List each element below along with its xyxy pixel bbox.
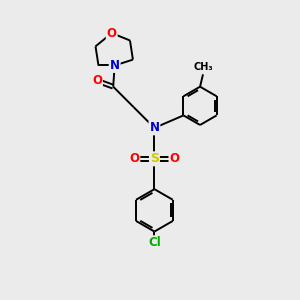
Text: CH₃: CH₃ bbox=[193, 62, 213, 72]
Text: Cl: Cl bbox=[148, 236, 161, 249]
Text: O: O bbox=[107, 27, 117, 40]
Text: O: O bbox=[129, 152, 140, 165]
Text: S: S bbox=[150, 152, 159, 165]
Text: N: N bbox=[149, 122, 159, 134]
Text: O: O bbox=[92, 74, 102, 87]
Text: O: O bbox=[169, 152, 179, 165]
Text: N: N bbox=[110, 59, 120, 72]
